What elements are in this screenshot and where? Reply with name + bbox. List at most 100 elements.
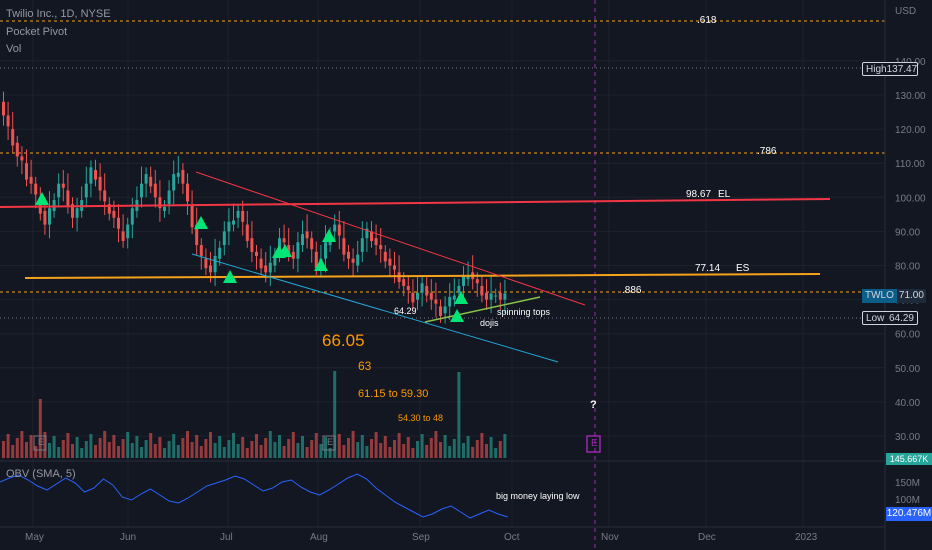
indicator-pocket-pivot[interactable]: Pocket Pivot [6,26,68,38]
es-level-value: 77.14 [695,263,721,274]
target-price-2: 63 [358,359,372,373]
volume-bar [199,446,203,458]
price-axis-labels[interactable]: 140.00130.00120.00110.00100.0090.0080.00… [895,57,926,443]
volume-bar [291,432,295,458]
volume-bar [319,444,323,458]
candle-body [190,204,194,228]
volume-bar [20,431,24,458]
earnings-marker-aug: E [327,437,334,447]
obv-note: big money laying low [496,491,580,501]
descending-lower-trendline [191,253,559,363]
es-support-line [24,273,821,279]
candle-body [245,224,249,241]
candle-body [57,183,61,198]
candle-body [204,258,208,269]
volume-bar [2,441,5,458]
candle-body [121,231,125,241]
question-mark-note: ? [590,399,597,411]
volume-bar [190,442,194,458]
fib-618-label: .618 [697,15,717,26]
obv-indicator-title[interactable]: OBV (SMA, 5) [6,468,76,480]
candle-body [268,262,272,273]
target-price-3: 61.15 to 59.30 [358,388,429,400]
candle-body [337,224,341,236]
candle-body [291,251,295,259]
volume-bar [301,436,304,458]
es-level-label: ES [736,263,750,274]
candle-body [158,197,162,209]
pocket-pivot-triangle [223,270,237,283]
price-tick-label: 80.00 [895,262,920,273]
volume-bar [209,432,212,458]
volume-bar [43,432,47,458]
candle-body [301,234,304,246]
volume-bar [485,444,488,458]
candle-body [153,183,157,198]
volume-bar [135,436,139,458]
candle-body [163,206,166,211]
candle-body [103,190,107,202]
volume-bar [379,443,383,458]
pocket-pivot-triangle [35,192,49,205]
candle-body [406,285,410,291]
volume-bar [310,440,314,458]
candle-body [287,245,291,255]
volume-bar [52,436,56,458]
time-tick-label: Sep [412,532,430,543]
volume-bar [176,445,180,458]
candle-body [485,292,488,300]
volume-bar [324,437,327,458]
volume-bar [356,442,360,458]
candle-body [71,204,74,218]
candle-body [140,183,143,198]
time-tick-label: Oct [504,532,520,543]
time-tick-label: May [25,532,44,543]
symbol-title[interactable]: Twilio Inc., 1D, NYSE [6,8,111,20]
volume-bar [425,445,429,458]
price-tick-label: 120.00 [895,125,926,136]
candle-body [2,101,5,116]
price-tick-label: 110.00 [895,159,925,170]
volume-bar [232,433,235,458]
volume-bar [397,433,401,458]
price-tick-label: 100.00 [895,193,926,204]
candle-body [503,293,507,300]
candle-body [305,231,309,239]
volume-bar [287,439,291,458]
spinning-tops-note: spinning tops [497,307,551,317]
candle-body [222,231,226,246]
earnings-marker-may: E [38,437,45,447]
candle-body [107,204,111,214]
candle-body [48,208,51,225]
candle-body [15,142,19,157]
candle-body [126,224,130,239]
volume-bar [245,448,249,458]
candle-body [255,251,258,256]
candle-body [462,276,465,286]
volume-bar [167,441,171,458]
candle-body [89,167,93,184]
volume-bar [388,447,392,458]
volume-bar [374,432,378,458]
volume-bar [112,435,116,458]
volume-bar [48,443,51,458]
volume-bar [351,431,355,458]
volume-bars [2,371,507,458]
volume-bar [452,439,456,458]
volume-bar [186,431,189,458]
volume-bar [130,443,134,458]
indicator-volume[interactable]: Vol [6,43,22,55]
volume-bar [439,442,442,458]
volume-bar [296,443,300,458]
volume-bar [448,446,452,458]
candle-body [489,293,493,300]
volume-bar [34,446,38,458]
price-tick-label: 130.00 [895,91,926,102]
time-axis-labels[interactable]: May Jun Jul Aug Sep Oct Nov Dec 2023 [25,532,818,543]
volume-bar [227,440,231,458]
volume-bar [305,447,309,458]
volume-bar [75,437,79,458]
pocket-pivot-triangle [194,216,208,229]
volume-bar [273,442,277,458]
